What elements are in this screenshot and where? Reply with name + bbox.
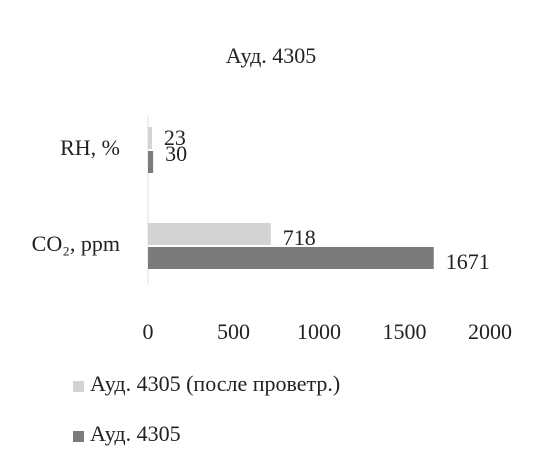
bar	[148, 223, 271, 245]
value-label: 1671	[446, 249, 490, 274]
legend-swatch	[73, 381, 84, 392]
legend-label: Ауд. 4305	[90, 421, 181, 446]
legend-swatch	[73, 431, 84, 442]
bar	[148, 151, 154, 173]
y-tick-label: RH, %	[60, 135, 120, 160]
x-tick-label: 1500	[383, 319, 427, 344]
value-label: 23	[164, 125, 186, 150]
y-tick-label: CO₂, ppm	[32, 231, 120, 256]
chart-title: Ауд. 4305	[226, 43, 317, 68]
bar	[148, 127, 152, 149]
x-tick-label: 500	[217, 319, 250, 344]
x-tick-label: 1000	[297, 319, 341, 344]
x-tick-label: 2000	[468, 319, 512, 344]
legend-label: Ауд. 4305 (после проветр.)	[90, 371, 340, 396]
value-label: 30	[165, 141, 187, 166]
value-label: 718	[283, 225, 316, 250]
x-tick-label: 0	[143, 319, 154, 344]
bar	[148, 247, 434, 269]
